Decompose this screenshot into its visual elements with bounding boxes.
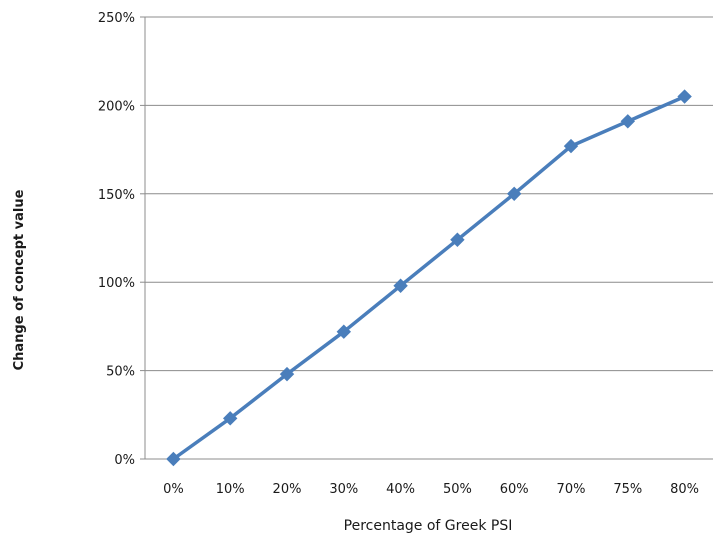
y-tick-label: 200%	[98, 99, 135, 114]
x-tick-label: 80%	[670, 482, 699, 497]
x-tick-label: 10%	[216, 482, 245, 497]
y-tick-label: 50%	[106, 365, 135, 380]
y-tick-labels: 0% 50% 100% 150% 200% 250%	[98, 11, 135, 468]
data-point	[506, 186, 522, 202]
x-axis-title: Percentage of Greek PSI	[344, 518, 513, 534]
data-point	[393, 278, 408, 293]
y-axis-title: Change of concept value	[12, 189, 27, 370]
x-tick-labels: 0% 10% 20% 30% 40% 50% 60% 70% 75% 80%	[163, 482, 699, 497]
x-tick-label: 30%	[329, 482, 358, 497]
x-tick-label: 20%	[273, 482, 302, 497]
x-tick-label: 50%	[443, 482, 472, 497]
y-tick-label: 100%	[98, 276, 135, 291]
data-point	[563, 138, 579, 154]
axes	[140, 16, 713, 460]
y-tick-label: 150%	[98, 188, 135, 203]
x-tick-label: 0%	[163, 482, 184, 497]
x-tick-label: 70%	[557, 482, 586, 497]
data-point	[166, 451, 181, 467]
data-point	[279, 366, 295, 382]
x-tick-label: 40%	[386, 482, 415, 497]
y-tick-label: 0%	[114, 453, 135, 468]
x-tick-label: 60%	[500, 482, 529, 497]
series-line	[171, 94, 687, 461]
data-point	[677, 89, 692, 104]
data-point	[336, 324, 352, 339]
data-point	[222, 411, 238, 426]
series-group	[166, 89, 692, 467]
data-point	[450, 232, 465, 247]
gridlines	[145, 16, 713, 372]
data-point	[620, 114, 636, 129]
y-tick-label: 250%	[98, 11, 135, 26]
x-tick-label: 75%	[613, 482, 642, 497]
